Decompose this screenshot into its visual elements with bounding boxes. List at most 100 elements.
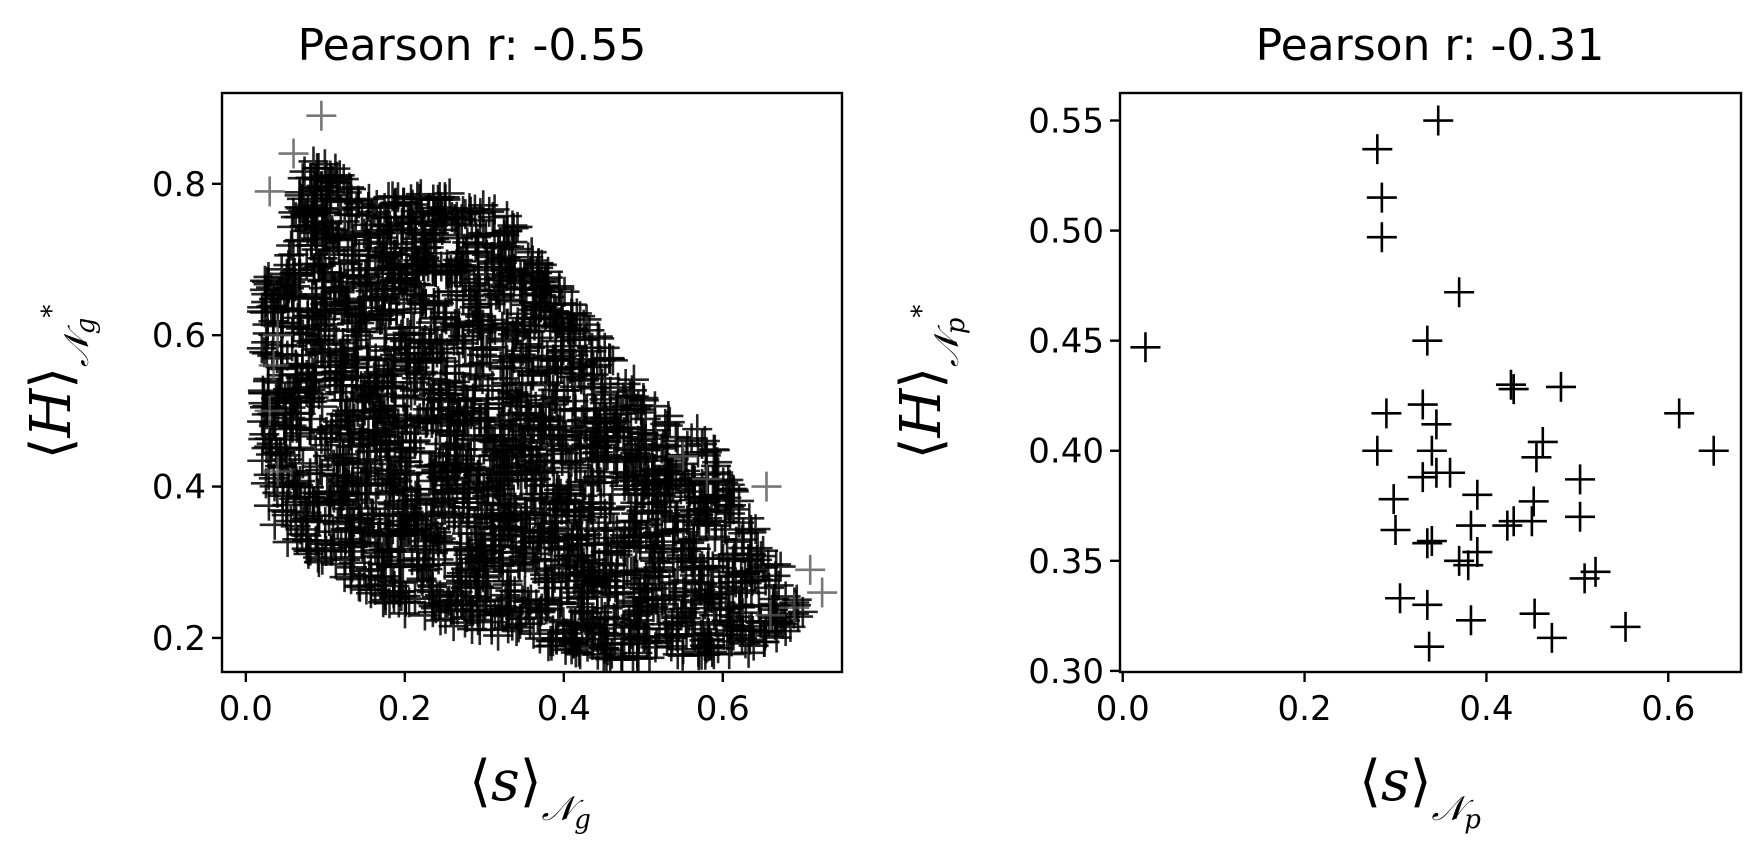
- scatter-point: [554, 331, 585, 362]
- scatter-point: [1498, 374, 1529, 405]
- y-tick-label: 0.35: [1028, 542, 1104, 582]
- scatter-point: [370, 335, 401, 366]
- scatter-point: [535, 310, 566, 341]
- scatter-point: [311, 224, 342, 255]
- scatter-point: [606, 620, 637, 651]
- scatter-point: [424, 449, 455, 480]
- scatter-point: [687, 468, 718, 499]
- scatter-point: [470, 220, 501, 251]
- scatter-point: [1536, 622, 1567, 653]
- scatter-point: [508, 302, 539, 333]
- scatter-point: [1516, 506, 1547, 537]
- scatter-point: [515, 380, 546, 411]
- scatter-point: [342, 345, 373, 376]
- scatter-point: [281, 468, 312, 499]
- scatter-point: [746, 541, 777, 572]
- scatter-point: [743, 564, 774, 595]
- scatter-point: [316, 180, 347, 211]
- scatter-point: [754, 606, 785, 637]
- scatter-point: [251, 279, 282, 310]
- scatter-point: [468, 190, 499, 221]
- scatter-point: [267, 307, 298, 338]
- scatter-point: [442, 208, 473, 239]
- scatter-point: [1371, 398, 1402, 429]
- scatter-point: [458, 309, 489, 340]
- scatter-point: [595, 537, 626, 568]
- scatter-point: [489, 284, 520, 315]
- scatter-point: [253, 261, 284, 292]
- scatter-point: [568, 595, 599, 626]
- scatter-point: [261, 433, 292, 464]
- scatter-point: [351, 478, 382, 509]
- scatter-point: [254, 176, 285, 207]
- scatter-point: [475, 341, 506, 372]
- scatter-point: [271, 500, 302, 531]
- scatter-point: [541, 382, 572, 413]
- scatter-point: [558, 627, 589, 658]
- scatter-point: [1521, 442, 1552, 473]
- scatter-point: [1545, 371, 1576, 402]
- scatter-point: [531, 566, 562, 597]
- scatter-point: [333, 425, 364, 456]
- scatter-point: [300, 173, 331, 204]
- scatter-point: [461, 466, 492, 497]
- scatter-point: [1421, 409, 1452, 440]
- scatter-point: [760, 602, 791, 633]
- scatter-point: [464, 359, 495, 390]
- scatter-point: [420, 257, 451, 288]
- scatter-point: [671, 535, 702, 566]
- scatter-point: [628, 622, 659, 653]
- scatter-point: [575, 610, 606, 641]
- scatter-point: [1362, 435, 1393, 466]
- scatter-point: [278, 138, 309, 169]
- scatter-point: [1380, 515, 1411, 546]
- scatter-point: [1565, 501, 1596, 532]
- scatter-point: [405, 280, 436, 311]
- scatter-point: [478, 440, 509, 471]
- scatter-point: [446, 204, 477, 235]
- scatter-point: [705, 594, 736, 625]
- y-tick-label: 0.30: [1028, 652, 1104, 692]
- scatter-point: [523, 413, 554, 444]
- scatter-point: [378, 566, 409, 597]
- scatter-point: [679, 621, 710, 652]
- y-tick-label: 0.6: [152, 316, 206, 356]
- x-tick-label: 0.0: [1096, 689, 1150, 729]
- scatter-point: [718, 545, 749, 576]
- scatter-point: [429, 182, 460, 213]
- scatter-point: [560, 495, 591, 526]
- scatter-point: [399, 418, 430, 449]
- scatter-point: [669, 593, 700, 624]
- scatter-point: [527, 405, 558, 436]
- scatter-point: [1453, 550, 1484, 581]
- scatter-point: [676, 597, 707, 628]
- scatter-point: [326, 485, 357, 516]
- scatter-point: [693, 580, 724, 611]
- scatter-point: [468, 562, 499, 593]
- scatter-point: [1435, 457, 1466, 488]
- scatter-point: [1385, 583, 1416, 614]
- scatter-point: [374, 588, 405, 619]
- scatter-point: [380, 391, 411, 422]
- scatter-point: [478, 269, 509, 300]
- scatter-point: [434, 478, 465, 509]
- scatter-point: [603, 372, 634, 403]
- scatter-point: [726, 567, 757, 598]
- scatter-point: [306, 100, 337, 131]
- scatter-point: [699, 435, 730, 466]
- scatter-point: [460, 361, 491, 392]
- scatter-point: [249, 419, 280, 450]
- scatter-point: [639, 391, 670, 422]
- left-panel: Pearson r: -0.55 0.0 0.2 0.4 0.6 0.20.40.60…: [19, 20, 844, 835]
- scatter-point: [403, 474, 434, 505]
- scatter-point: [546, 304, 577, 335]
- scatter-point: [325, 356, 356, 387]
- scatter-point: [1407, 462, 1438, 493]
- scatter-point: [336, 174, 367, 205]
- right-x-axis-label: ⟨s⟩𝒩p: [1359, 749, 1481, 835]
- scatter-point: [572, 607, 603, 638]
- scatter-point: [528, 271, 559, 302]
- scatter-point: [1462, 537, 1493, 568]
- scatter-point: [1527, 426, 1558, 457]
- scatter-point: [617, 641, 648, 672]
